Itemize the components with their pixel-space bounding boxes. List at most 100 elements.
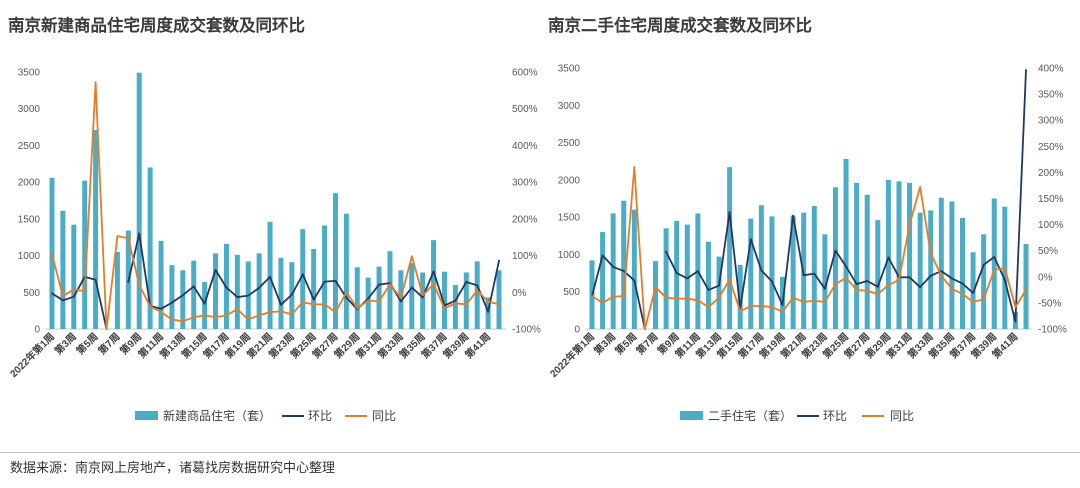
mom-point bbox=[771, 280, 773, 283]
yoy-point bbox=[1025, 288, 1027, 291]
yoy-point bbox=[834, 283, 837, 286]
yoy-point bbox=[654, 286, 657, 289]
x-tick-label: 第3周 bbox=[52, 330, 79, 357]
bar bbox=[452, 284, 458, 329]
yoy-point bbox=[432, 283, 435, 286]
yoy-point bbox=[792, 296, 795, 299]
mom-point bbox=[940, 270, 943, 272]
mom-point bbox=[214, 268, 217, 271]
mom-point bbox=[665, 250, 667, 253]
yoy-point bbox=[845, 276, 847, 279]
yoy-point bbox=[707, 306, 710, 308]
x-tick-label: 第3周 bbox=[591, 330, 618, 357]
footer-divider bbox=[0, 452, 1080, 453]
yoy-point bbox=[476, 289, 479, 292]
y-left-tick-label: 2000 bbox=[558, 175, 581, 186]
yoy-point bbox=[591, 295, 593, 298]
mom-point bbox=[290, 293, 293, 296]
bar bbox=[917, 212, 923, 329]
yoy-point bbox=[51, 253, 53, 256]
yoy-point bbox=[1014, 306, 1017, 308]
yoy-series-line bbox=[591, 166, 1027, 330]
yoy-point bbox=[823, 300, 826, 303]
yoy-point bbox=[72, 288, 75, 291]
y-left-tick-label: 2500 bbox=[18, 141, 41, 152]
mom-point bbox=[345, 296, 348, 299]
y-right-tick-label: 350% bbox=[1038, 90, 1064, 101]
yoy-point bbox=[269, 311, 271, 314]
yoy-point bbox=[908, 223, 911, 226]
bar bbox=[705, 241, 711, 329]
mom-point bbox=[855, 283, 858, 286]
data-source-note: 数据来源：南京网上房地产，诸葛找房数据研究中心整理 bbox=[10, 460, 336, 475]
mom-point bbox=[1003, 279, 1006, 281]
chart-title-new-homes: 南京新建商品住宅周度成交套数及同环比 bbox=[8, 17, 305, 35]
bar bbox=[202, 282, 208, 329]
y-right-tick-label: 250% bbox=[1038, 142, 1064, 153]
mom-point bbox=[399, 300, 402, 303]
bar bbox=[322, 225, 328, 329]
mom-point bbox=[749, 238, 752, 241]
yoy-point bbox=[633, 166, 636, 169]
yoy-point bbox=[898, 279, 900, 281]
mom-point bbox=[612, 265, 615, 268]
y-left-tick-label: 1000 bbox=[18, 251, 41, 262]
bar bbox=[674, 220, 680, 329]
legend-label-bar: 二手住宅（套） bbox=[708, 409, 793, 423]
mom-point bbox=[675, 272, 678, 275]
mom-point bbox=[633, 279, 636, 282]
yoy-point bbox=[236, 308, 239, 311]
yoy-point bbox=[665, 296, 667, 299]
bar bbox=[420, 272, 426, 329]
bar bbox=[610, 213, 616, 329]
yoy-point bbox=[247, 318, 250, 321]
bar bbox=[441, 271, 447, 329]
mom-point bbox=[982, 263, 985, 266]
bar bbox=[684, 224, 690, 329]
mom-point bbox=[993, 256, 996, 258]
mom-point bbox=[718, 284, 720, 287]
mom-point bbox=[919, 286, 922, 289]
bar bbox=[991, 198, 997, 329]
bar bbox=[769, 216, 775, 329]
mom-point bbox=[823, 287, 826, 290]
mom-point bbox=[487, 310, 489, 313]
legend-swatch-mom-line bbox=[282, 415, 304, 417]
bar bbox=[147, 167, 153, 329]
bar bbox=[896, 181, 902, 329]
yoy-point bbox=[83, 290, 86, 293]
y-right-tick-label: 300% bbox=[512, 178, 538, 189]
yoy-point bbox=[696, 299, 699, 302]
yoy-point bbox=[487, 300, 489, 303]
x-tick-label: 第7周 bbox=[633, 330, 660, 357]
x-tick-label: 第5周 bbox=[73, 330, 100, 357]
mom-point bbox=[410, 286, 413, 289]
bar bbox=[474, 261, 480, 329]
mom-point bbox=[301, 273, 304, 276]
mom-point bbox=[160, 307, 162, 310]
mom-point bbox=[908, 276, 911, 279]
yoy-point bbox=[728, 278, 731, 281]
yoy-point bbox=[919, 186, 922, 188]
mom-point bbox=[280, 303, 282, 306]
bar bbox=[663, 228, 669, 329]
legend-label-yoy: 同比 bbox=[372, 409, 397, 423]
bar bbox=[387, 251, 393, 329]
bar bbox=[169, 265, 175, 329]
yoy-point bbox=[192, 316, 195, 319]
yoy-point bbox=[290, 313, 293, 316]
mom-point bbox=[367, 297, 370, 300]
mom-point bbox=[707, 288, 710, 291]
mom-point bbox=[269, 275, 271, 278]
yoy-point bbox=[334, 311, 337, 314]
bar bbox=[485, 297, 491, 329]
mom-point bbox=[622, 270, 625, 272]
yoy-point bbox=[225, 314, 228, 317]
bar bbox=[938, 197, 944, 329]
bar bbox=[959, 217, 965, 329]
y-left-tick-label: 3000 bbox=[558, 101, 581, 112]
legend-swatch-bar bbox=[135, 411, 158, 420]
mom-point bbox=[728, 211, 731, 213]
yoy-point bbox=[855, 288, 858, 291]
